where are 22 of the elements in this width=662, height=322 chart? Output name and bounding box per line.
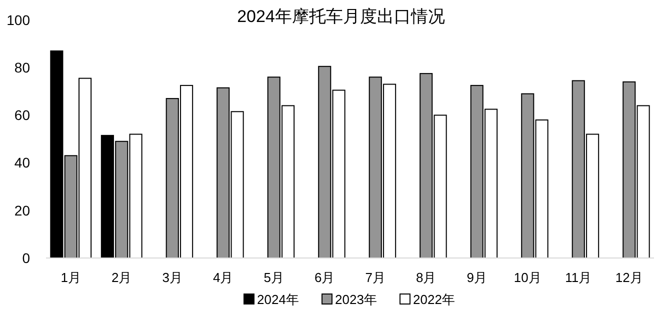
legend-label: 2024年 xyxy=(257,292,299,307)
legend-label: 2023年 xyxy=(335,292,377,307)
y-tick-label: 100 xyxy=(6,12,30,28)
x-tick-label: 4月 xyxy=(213,270,234,285)
x-tick-label: 7月 xyxy=(365,270,386,285)
y-tick-label: 80 xyxy=(14,60,30,76)
x-tick-label: 5月 xyxy=(264,270,284,285)
y-tick-label: 40 xyxy=(14,154,30,171)
x-tick-label: 2月 xyxy=(112,270,132,285)
x-tick-label: 12月 xyxy=(615,270,643,285)
x-tick-label: 3月 xyxy=(162,270,182,285)
x-tick-label: 8月 xyxy=(416,270,436,285)
chart-title: 2024年摩托车月度出口情况 xyxy=(237,7,445,26)
x-tick-label: 10月 xyxy=(514,270,542,285)
x-tick-label: 11月 xyxy=(565,270,592,285)
x-tick-label: 9月 xyxy=(466,270,487,285)
x-tick-label: 1月 xyxy=(60,270,81,285)
y-tick-label: 60 xyxy=(14,107,30,124)
y-tick-label: 20 xyxy=(14,202,30,218)
x-tick-label: 6月 xyxy=(314,270,335,285)
legend-label: 2022年 xyxy=(413,292,455,307)
y-tick-label: 0 xyxy=(22,250,30,266)
